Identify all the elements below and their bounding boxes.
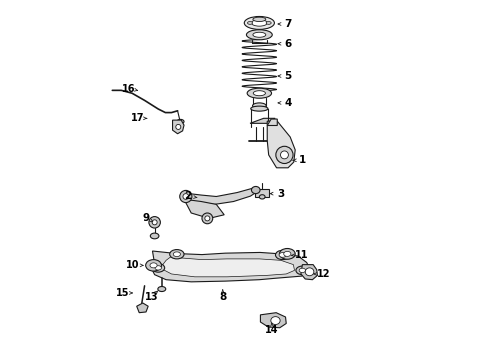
Text: 15: 15 [116, 288, 129, 298]
Ellipse shape [150, 263, 157, 268]
Ellipse shape [173, 252, 180, 257]
Ellipse shape [245, 17, 274, 30]
Ellipse shape [180, 190, 192, 203]
Ellipse shape [266, 22, 271, 24]
Text: 3: 3 [277, 189, 285, 199]
Text: 2: 2 [184, 191, 191, 201]
Text: 14: 14 [265, 325, 279, 335]
Ellipse shape [247, 22, 252, 24]
Text: 11: 11 [295, 250, 308, 260]
Ellipse shape [279, 248, 295, 259]
Text: 12: 12 [317, 269, 331, 279]
Ellipse shape [251, 106, 268, 111]
Ellipse shape [251, 186, 260, 194]
Text: 10: 10 [126, 260, 140, 270]
Ellipse shape [158, 287, 166, 292]
Ellipse shape [279, 253, 286, 257]
Ellipse shape [253, 32, 266, 37]
Ellipse shape [276, 146, 293, 163]
Ellipse shape [280, 151, 289, 159]
Text: 16: 16 [122, 84, 135, 94]
Polygon shape [137, 303, 148, 313]
Text: 13: 13 [145, 292, 158, 302]
Ellipse shape [152, 220, 157, 225]
Ellipse shape [183, 194, 189, 199]
Text: 1: 1 [299, 155, 306, 165]
Ellipse shape [246, 30, 272, 40]
Polygon shape [250, 118, 275, 123]
Polygon shape [260, 313, 286, 328]
Ellipse shape [284, 251, 291, 256]
Ellipse shape [253, 91, 266, 96]
Ellipse shape [305, 268, 314, 276]
Polygon shape [255, 189, 270, 197]
Ellipse shape [296, 266, 309, 275]
Ellipse shape [253, 17, 266, 22]
Polygon shape [172, 120, 184, 134]
Ellipse shape [155, 266, 161, 270]
Ellipse shape [247, 88, 271, 98]
Polygon shape [267, 121, 295, 168]
Ellipse shape [259, 195, 265, 199]
Text: 4: 4 [284, 98, 292, 108]
Ellipse shape [146, 260, 161, 271]
Ellipse shape [275, 250, 290, 260]
Polygon shape [183, 187, 259, 204]
Text: 7: 7 [284, 19, 292, 29]
Ellipse shape [271, 317, 280, 324]
Polygon shape [183, 198, 224, 219]
Ellipse shape [152, 264, 165, 272]
Ellipse shape [150, 233, 159, 239]
Text: 5: 5 [284, 71, 292, 81]
Ellipse shape [202, 213, 213, 224]
Ellipse shape [251, 20, 267, 26]
Ellipse shape [252, 103, 266, 109]
Ellipse shape [149, 217, 160, 228]
Text: 8: 8 [219, 292, 226, 302]
Polygon shape [267, 119, 277, 126]
Polygon shape [163, 257, 294, 277]
Ellipse shape [177, 120, 184, 124]
Ellipse shape [176, 125, 181, 130]
Ellipse shape [299, 268, 306, 273]
Ellipse shape [205, 216, 210, 221]
Ellipse shape [170, 249, 184, 259]
Text: 9: 9 [143, 213, 150, 222]
Text: 6: 6 [284, 39, 292, 49]
Polygon shape [151, 251, 310, 282]
Text: 17: 17 [131, 113, 144, 123]
Polygon shape [301, 265, 318, 280]
